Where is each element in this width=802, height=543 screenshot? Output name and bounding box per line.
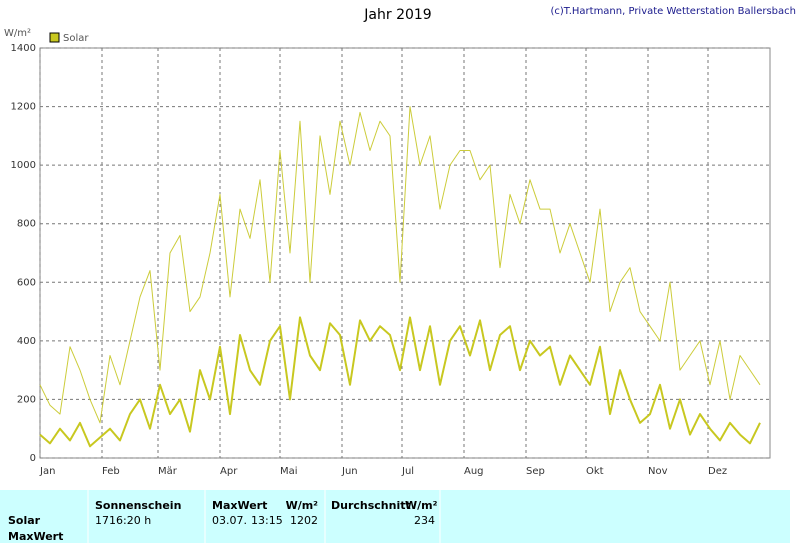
y-tick-label: 400 <box>17 336 36 347</box>
cell: 1716:20 h <box>95 514 151 527</box>
x-tick-label: Nov <box>648 466 668 477</box>
x-tick-label: Feb <box>102 466 120 477</box>
column-header: Durchschnitt <box>331 499 411 512</box>
column-header: MaxWert <box>212 499 267 512</box>
row-label: Solar <box>8 514 41 527</box>
y-tick-label: 1000 <box>11 160 36 171</box>
cell: 03.07. <box>212 514 247 527</box>
data-line <box>39 106 761 424</box>
x-tick-label: Mai <box>280 466 298 477</box>
y-tick-label: 800 <box>17 219 36 230</box>
x-tick-label: Jan <box>39 466 55 477</box>
y-tick-label: 600 <box>17 277 36 288</box>
x-tick-label: Jun <box>341 466 358 477</box>
x-tick-label: Aug <box>464 466 484 477</box>
column-header: Sonnenschein <box>95 499 181 512</box>
y-tick-label: 0 <box>30 453 36 464</box>
table-background <box>0 490 790 543</box>
legend-swatch <box>49 32 60 43</box>
row-label: MaxWert <box>8 530 63 543</box>
data-line <box>39 316 761 448</box>
cell: 13:15 <box>251 514 283 527</box>
chart-title: Jahr 2019 <box>363 7 431 23</box>
plot-area <box>39 47 771 459</box>
x-tick-label: Sep <box>526 466 545 477</box>
cell: 234 <box>414 514 435 527</box>
y-tick-label: 1200 <box>11 102 36 113</box>
column-unit: W/m² <box>286 499 319 512</box>
column-unit: W/m² <box>405 499 438 512</box>
y-tick-label: 200 <box>17 394 36 405</box>
x-tick-label: Apr <box>220 466 238 477</box>
legend-label: Solar <box>63 33 89 44</box>
x-tick-label: Jul <box>401 466 414 477</box>
cell: 1202 <box>290 514 318 527</box>
x-tick-label: Mär <box>158 466 178 477</box>
credit: (c)T.Hartmann, Private Wetterstation Bal… <box>550 6 796 17</box>
y-axis-label: W/m² <box>4 28 31 39</box>
x-tick-label: Okt <box>586 466 604 477</box>
x-tick-label: Dez <box>708 466 727 477</box>
y-tick-label: 1400 <box>11 43 36 54</box>
